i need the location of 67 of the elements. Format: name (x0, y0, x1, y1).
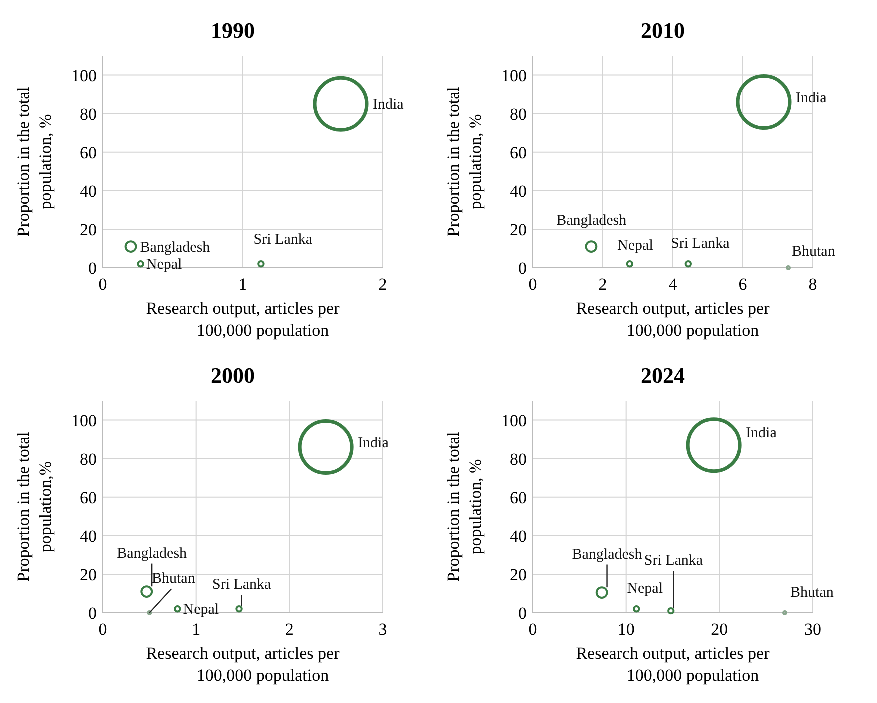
series-label: India (358, 435, 390, 452)
x-tick-label: 3 (378, 620, 388, 639)
y-tick-label: 20 (80, 220, 97, 240)
x-tick-label: 1 (238, 275, 248, 294)
y-tick-label: 40 (510, 182, 527, 201)
y-tick-label: 60 (510, 143, 527, 162)
series-label: Nepal (183, 602, 220, 618)
y-tick-label: 80 (80, 450, 97, 469)
series-label: Bangladesh (556, 212, 628, 229)
series-label: Nepal (618, 238, 654, 254)
y-tick-label: 0 (88, 259, 97, 278)
series-label: Nepal (627, 581, 664, 598)
y-tick-label: 60 (510, 488, 527, 508)
y-tick-label: 40 (510, 526, 527, 546)
x-tick-label: 2 (598, 275, 608, 294)
x-axis-title: Research output, articles per 100,000 population (146, 644, 340, 685)
x-tick-label: 8 (808, 275, 818, 294)
series-label: Sri Lanka (212, 577, 272, 594)
y-tick-label: 0 (518, 259, 527, 278)
y-tick-label: 20 (510, 220, 527, 240)
text: Sri Lanka (644, 553, 704, 570)
x-tick-label: 1 (192, 620, 201, 639)
y-tick-label: 40 (80, 182, 97, 201)
x-tick-label: 20 (711, 620, 728, 639)
y-tick-label: 80 (80, 104, 97, 124)
x-axis-title: Research output, articles per 100,000 population (146, 299, 340, 340)
y-tick-label: 20 (80, 565, 97, 584)
x-tick-label: 6 (738, 275, 748, 294)
series-label: India (746, 425, 778, 442)
series-label: India (796, 90, 828, 106)
series-label: Bangladesh (140, 240, 211, 256)
y-tick-label: 100 (72, 66, 97, 86)
x-tick-label: 2 (285, 620, 294, 639)
x-tick-label: 30 (804, 620, 822, 639)
x-tick-label: 2 (378, 275, 388, 294)
y-tick-label: 100 (502, 66, 527, 86)
series-label: India (373, 97, 404, 114)
y-tick-label: 60 (80, 488, 97, 508)
y-tick-label: 60 (80, 143, 97, 162)
x-tick-label: 10 (618, 620, 635, 639)
text: Bangladesh (117, 546, 188, 562)
y-axis-title: Proportion in the total population,% (14, 432, 55, 582)
y-axis-title: Proportion in the total population, % (14, 86, 55, 237)
chart-title: 2010 (641, 18, 685, 43)
series-label: Sri Lanka (671, 236, 730, 252)
y-tick-label: 40 (80, 526, 97, 546)
x-tick-label: 4 (668, 275, 678, 294)
series-label: Bhutan (152, 571, 196, 587)
y-axis-title: Proportion in the total population, % (444, 432, 485, 582)
y-tick-label: 0 (518, 604, 527, 623)
series-label: Sri Lanka (254, 232, 313, 248)
y-tick-label: 0 (88, 604, 97, 623)
y-tick-label: 80 (510, 450, 527, 469)
y-tick-label: 20 (510, 565, 527, 584)
chart-title: 2000 (211, 363, 255, 388)
y-tick-label: 100 (72, 411, 97, 430)
chart-title: 2024 (641, 363, 685, 388)
text: Bangladesh (572, 546, 643, 563)
chart-title: 1990 (211, 18, 255, 43)
x-axis-title: Research output, articles per 100,000 population (576, 299, 770, 340)
x-axis-title: Research output, articles per 100,000 population (576, 644, 770, 685)
series-label: Bhutan (790, 585, 834, 601)
series-label: Bhutan (792, 244, 836, 260)
series-label: Nepal (146, 257, 182, 274)
y-tick-label: 100 (502, 411, 527, 430)
y-axis-title: Proportion in the total population, % (444, 86, 485, 237)
y-tick-label: 80 (510, 104, 527, 124)
